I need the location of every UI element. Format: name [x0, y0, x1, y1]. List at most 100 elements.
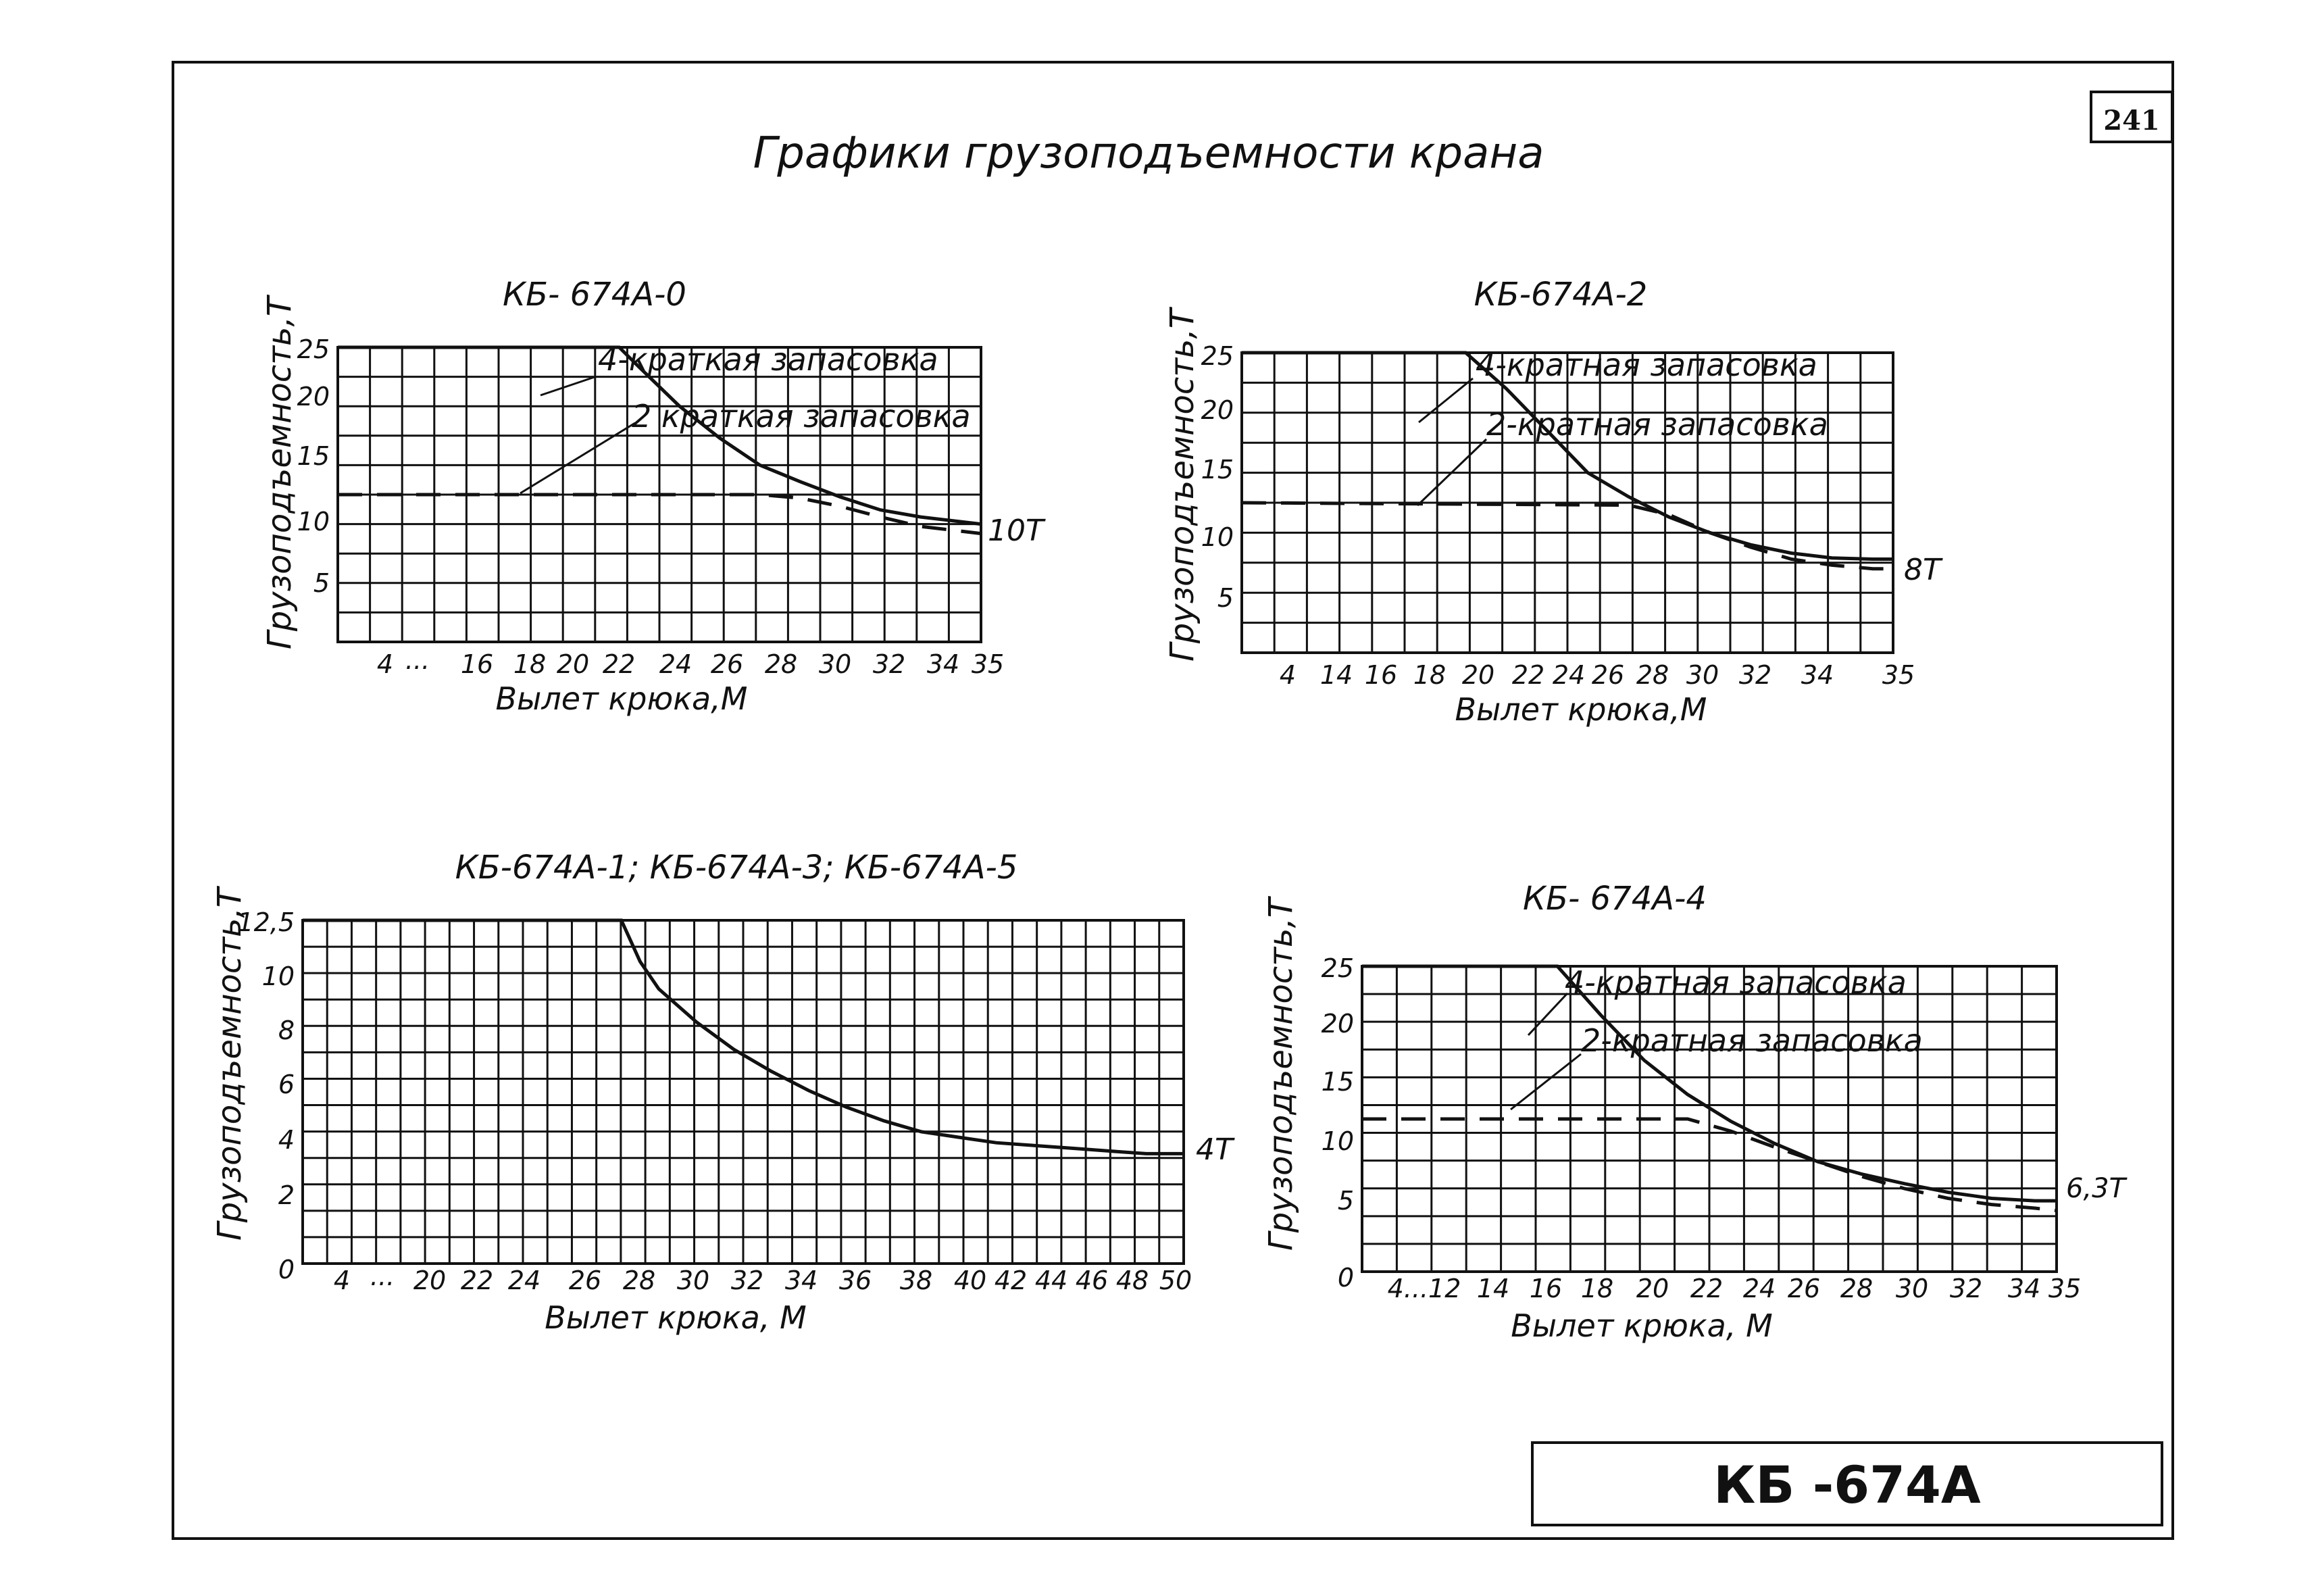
y-tick-label: 6 [278, 1070, 295, 1099]
x-tick-label: 16 [1365, 660, 1397, 690]
x-tick-labels: 4 14 16 18 20 22 24 26 28 30 32 34 35 [1280, 660, 1915, 690]
chart-kb674a-2: КБ-674А-2 Грузоподъемность,Т 4-кратная з… [1163, 276, 1943, 728]
y-tick-label: 2 [278, 1180, 295, 1210]
y-tick-label: 5 [1338, 1186, 1354, 1216]
x-tick-label: 4 [1280, 660, 1296, 690]
x-tick-label: 40 [954, 1266, 986, 1295]
x-tick-label: 22 [461, 1266, 493, 1295]
chart-title: КБ-674А-2 [1474, 276, 1648, 314]
y-tick-label: 4 [278, 1125, 295, 1155]
chart-title: КБ-674А-1; КБ-674А-3; КБ-674А-5 [455, 849, 1018, 887]
callout-leader-4-fold [1418, 377, 1474, 424]
y-tick-label: 12,5 [237, 907, 295, 937]
x-tick-label: 16 [461, 649, 493, 679]
x-tick-label: 28 [1840, 1274, 1873, 1303]
x-tick-label: 20 [1462, 660, 1494, 690]
x-tick-labels: 4...12 14 16 18 20 22 24 26 28 30 32 34 … [1388, 1274, 2082, 1303]
y-tick-labels: 25 20 15 10 5 [297, 334, 330, 598]
x-tick-label: 22 [1512, 660, 1544, 690]
x-tick-label: 28 [765, 649, 797, 679]
end-value-label: 10Т [988, 514, 1046, 548]
x-tick-label: 32 [873, 649, 905, 679]
x-tick-label: 46 [1076, 1266, 1108, 1295]
x-tick-label: 30 [1896, 1274, 1928, 1303]
series-2-fold-reeving-line [338, 493, 982, 536]
page-number: 241 [2103, 105, 2160, 136]
x-tick-label: 34 [2008, 1274, 2040, 1303]
chart-kb674a-0: КБ- 674А-0 Грузоподъемность,Т 4-краткая … [261, 276, 1046, 717]
x-tick-label: 35 [2048, 1274, 2081, 1303]
x-tick-label: ... [370, 1262, 395, 1291]
x-tick-label: 14 [1477, 1274, 1509, 1303]
x-tick-label: 36 [839, 1266, 872, 1295]
legend-2-fold-reeving: 2-кратная запасовка [1581, 1022, 1923, 1059]
y-tick-label: 5 [313, 568, 330, 598]
x-tick-label: 26 [1592, 660, 1624, 690]
y-tick-label: 10 [1201, 522, 1234, 552]
y-tick-label: 0 [1338, 1263, 1354, 1293]
x-tick-labels: 4 ... 20 22 24 26 28 30 32 34 36 38 40 4… [334, 1262, 1192, 1295]
page-number-box [2090, 91, 2173, 143]
x-tick-label: 35 [972, 649, 1004, 679]
x-tick-label: 14 [1320, 660, 1353, 690]
x-tick-label: 32 [1739, 660, 1771, 690]
x-tick-label: 18 [513, 649, 546, 679]
x-tick-label: 32 [1950, 1274, 1982, 1303]
x-tick-label: 22 [1690, 1274, 1723, 1303]
callout-leader-4-fold [1527, 992, 1569, 1037]
x-tick-label: 22 [603, 649, 635, 679]
x-axis-label: Вылет крюка,М [496, 680, 748, 717]
grid [301, 919, 1185, 1265]
x-tick-label: 24 [1743, 1274, 1776, 1303]
y-tick-label: 15 [1322, 1067, 1354, 1097]
y-tick-label: 0 [278, 1255, 295, 1285]
plot-frame [301, 919, 1185, 1265]
x-tick-label: 16 [1530, 1274, 1562, 1303]
x-tick-label: 44 [1035, 1266, 1067, 1295]
x-tick-label: 50 [1159, 1266, 1192, 1295]
drawing-code-stamp: КБ -674А [1713, 1455, 1981, 1515]
x-tick-label: 30 [677, 1266, 709, 1295]
y-tick-label: 10 [262, 962, 295, 991]
x-axis-label: Вылет крюка,М [1455, 691, 1707, 728]
x-tick-label: 28 [1636, 660, 1669, 690]
y-tick-label: 25 [1322, 953, 1354, 983]
page-title: Графики грузоподъемности крана [753, 128, 1544, 178]
sheet-border [172, 61, 2174, 1540]
y-axis-label: Грузоподъемность,Т [211, 885, 249, 1241]
x-tick-label: 20 [413, 1266, 446, 1295]
x-tick-label: 42 [995, 1266, 1027, 1295]
chart-kb674a-4: КБ- 674А-4 Грузоподъемность,Т 4-кратная … [1262, 880, 2128, 1344]
x-tick-label: 4 [377, 649, 393, 679]
y-tick-label: 20 [1201, 395, 1234, 425]
x-tick-label: 18 [1413, 660, 1446, 690]
y-tick-label: 15 [1201, 455, 1234, 484]
end-value-label: 6,3Т [2066, 1173, 2128, 1204]
y-tick-labels: 12,5 10 8 6 4 2 0 [237, 907, 295, 1285]
end-value-label: 8Т [1904, 553, 1943, 587]
x-tick-label: 35 [1882, 660, 1915, 690]
x-tick-label: 4 [334, 1266, 350, 1295]
callout-leader-2-fold [520, 422, 636, 495]
legend-2-fold-reeving: 2 краткая запасовка [632, 398, 971, 434]
y-tick-label: 10 [297, 507, 330, 537]
series-2-fold-reeving-line [1241, 501, 1893, 571]
x-tick-label: 32 [731, 1266, 763, 1295]
x-tick-label: 26 [569, 1266, 601, 1295]
x-tick-label: 24 [659, 649, 692, 679]
x-tick-label: ... [405, 645, 430, 675]
y-axis-label: Грузоподъемность,Т [1163, 306, 1201, 662]
x-tick-label: 34 [785, 1266, 818, 1295]
x-axis-label: Вылет крюка, М [545, 1299, 807, 1336]
y-axis-label: Грузоподъемность,Т [261, 294, 299, 649]
callout-leader-2-fold [1416, 438, 1488, 507]
y-tick-label: 15 [297, 441, 330, 471]
grid [1361, 965, 2058, 1273]
x-tick-label: 20 [1636, 1274, 1669, 1303]
y-tick-label: 20 [1322, 1009, 1354, 1039]
x-tick-label: 34 [927, 649, 959, 679]
series-4-fold-reeving-line [1362, 964, 2057, 1203]
legend-4-fold-reeving: 4-кратная запасовка [1565, 964, 1907, 1001]
x-tick-label: 20 [557, 649, 589, 679]
end-value-label: 4Т [1196, 1132, 1235, 1167]
